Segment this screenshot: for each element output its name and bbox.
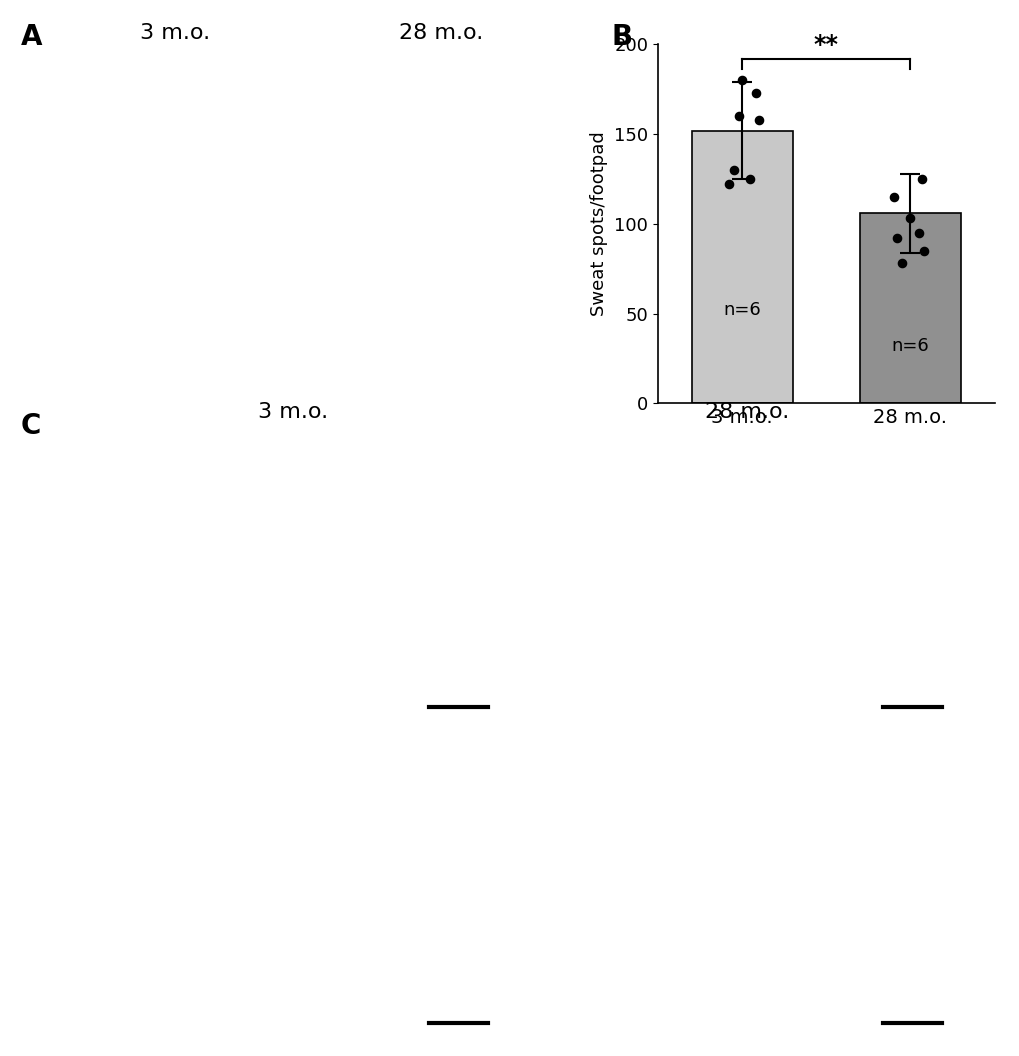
Text: n=6: n=6 — [891, 337, 928, 355]
Point — [902, 210, 918, 227]
Bar — [859, 213, 960, 403]
Point — [730, 108, 746, 125]
Point — [719, 176, 736, 193]
Point — [910, 225, 926, 242]
Point — [893, 254, 909, 271]
Text: 3 m.o.: 3 m.o. — [258, 402, 328, 422]
Point — [725, 162, 741, 178]
Text: 3 m.o.: 3 m.o. — [141, 23, 210, 43]
Point — [742, 171, 758, 188]
Y-axis label: Sweat spots/footpad: Sweat spots/footpad — [590, 132, 608, 316]
Text: C: C — [20, 412, 41, 440]
Text: 28 m.o.: 28 m.o. — [398, 23, 482, 43]
Point — [888, 230, 904, 247]
Point — [750, 111, 766, 128]
Point — [915, 243, 931, 260]
Text: **: ** — [813, 33, 838, 57]
Point — [747, 84, 763, 101]
Point — [734, 72, 750, 89]
Text: B: B — [611, 23, 633, 52]
Text: n=6: n=6 — [722, 301, 760, 319]
Text: 28 m.o.: 28 m.o. — [704, 402, 789, 422]
Point — [884, 188, 901, 205]
Point — [913, 171, 929, 188]
Text: A: A — [20, 23, 42, 52]
Bar — [691, 131, 792, 403]
